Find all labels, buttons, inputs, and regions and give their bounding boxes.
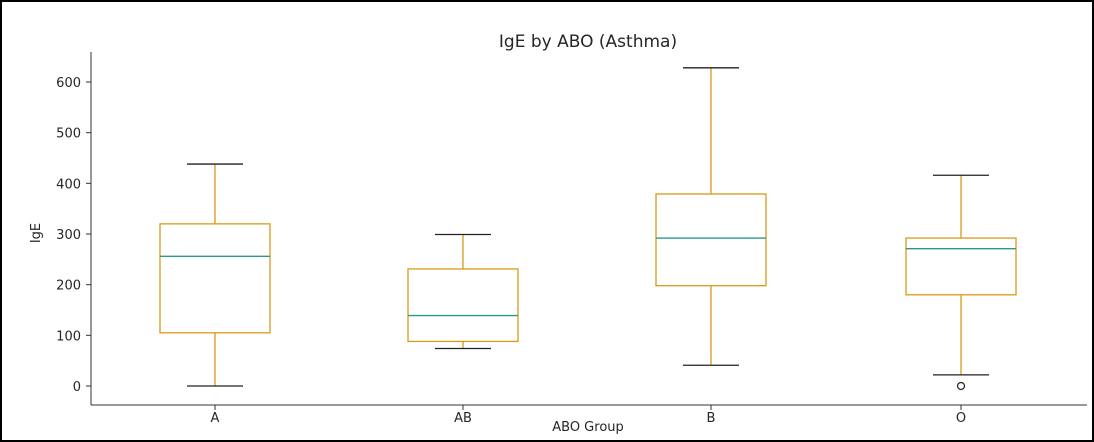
y-tick-label: 200 [56, 279, 81, 294]
y-tick-label: 0 [73, 380, 81, 395]
y-axis-label: IgE [29, 223, 44, 243]
y-tick-label: 500 [56, 127, 81, 142]
y-tick-label: 400 [56, 177, 81, 192]
x-axis-label: ABO Group [552, 420, 624, 435]
box-group-b [655, 67, 767, 366]
x-tick-label: B [707, 411, 716, 426]
y-tick-label: 300 [56, 228, 81, 243]
iqr-box [905, 237, 1017, 296]
x-tick-label: O [956, 411, 966, 426]
x-ticks: A AB B O [211, 405, 966, 426]
y-tick-label: 100 [56, 329, 81, 344]
x-tick-label: AB [454, 411, 472, 426]
iqr-box [655, 193, 767, 287]
y-ticks: 0 100 200 300 400 500 600 [56, 76, 91, 395]
iqr-box [159, 223, 271, 334]
outlier-point [956, 381, 966, 391]
box-group-a [159, 163, 271, 387]
y-tick-label: 600 [56, 76, 81, 91]
box-group-ab [407, 233, 519, 350]
chart-title: IgE by ABO (Asthma) [499, 32, 677, 52]
x-tick-label: A [211, 411, 220, 426]
boxes [159, 67, 1017, 391]
box-group-o [905, 174, 1017, 391]
iqr-box [407, 268, 519, 343]
